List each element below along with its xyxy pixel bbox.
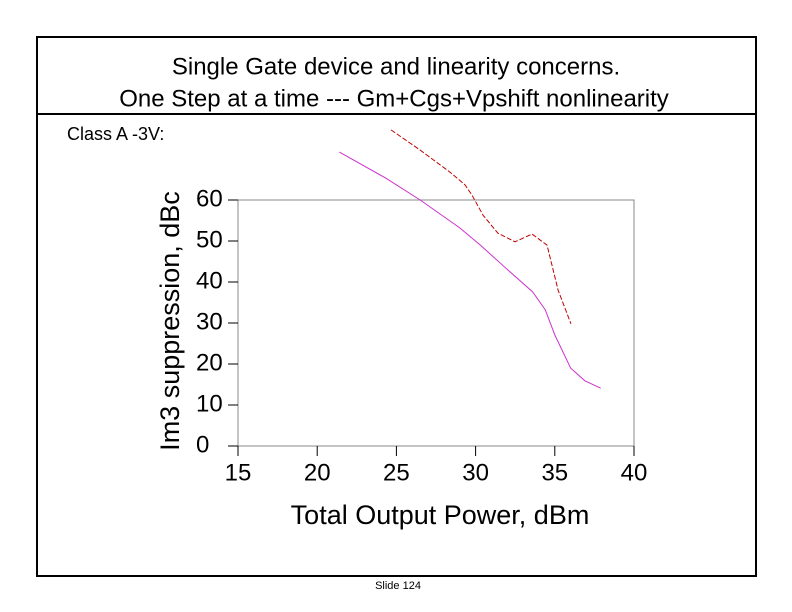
slide-title: Single Gate device and linearity concern…	[172, 53, 620, 80]
annotation: Class A -3V:	[67, 124, 164, 144]
x-tick-label: 40	[621, 459, 648, 486]
series-line	[339, 151, 601, 389]
y-tick-label: 0	[196, 431, 209, 458]
y-tick-label: 40	[196, 267, 223, 294]
x-tick-label: 20	[304, 459, 331, 486]
slide-subtitle: One Step at a time --- Gm+Cgs+Vpshift no…	[119, 85, 669, 112]
y-tick-label: 30	[196, 308, 223, 335]
x-tick-label: 30	[462, 459, 489, 486]
slide-border	[36, 36, 757, 577]
y-tick-label: 60	[196, 185, 223, 212]
y-tick-label: 10	[196, 390, 223, 417]
x-tick-label: 15	[225, 459, 252, 486]
x-tick-label: 25	[383, 459, 410, 486]
series-line	[390, 129, 572, 324]
footer: Slide 124	[375, 580, 421, 592]
y-axis-label: Im3 suppression, dBc	[155, 191, 185, 451]
y-tick-label: 20	[196, 349, 223, 376]
y-tick-label: 50	[196, 226, 223, 253]
x-tick-label: 35	[541, 459, 568, 486]
x-axis-label: Total Output Power, dBm	[291, 500, 590, 530]
plot-frame	[237, 199, 635, 447]
